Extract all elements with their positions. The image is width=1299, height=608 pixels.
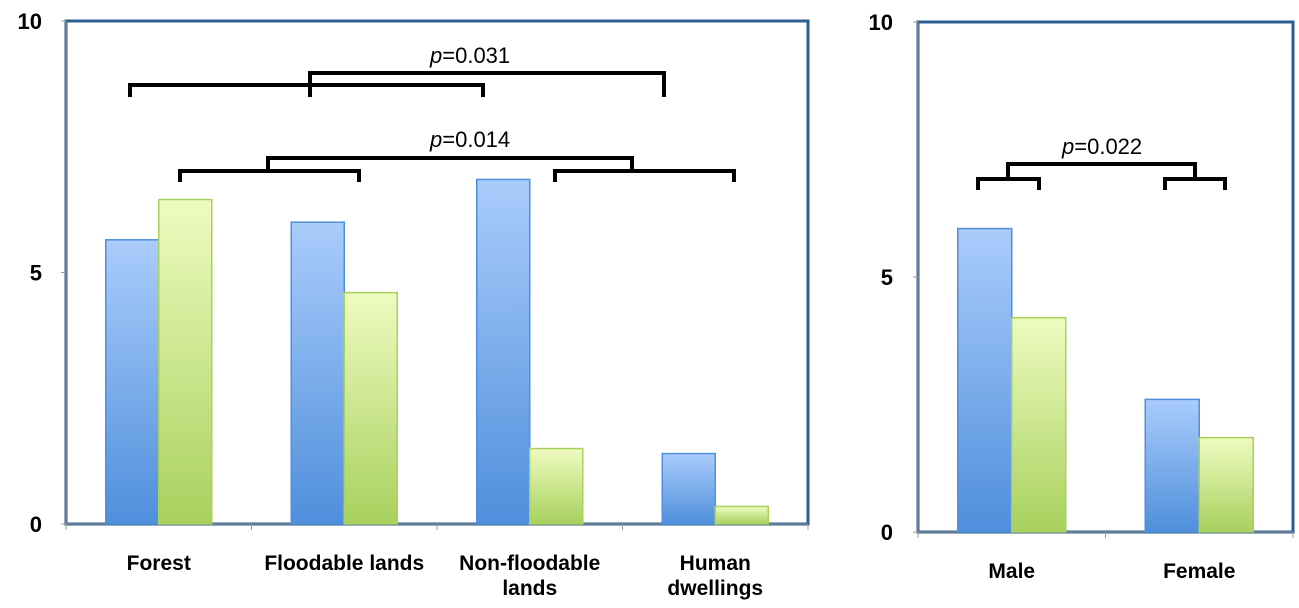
y-tick-label: 10: [869, 10, 893, 35]
significance-bracket-p022: [976, 162, 1227, 190]
chart-panel-habitat: 0 5 10 Forest Floodable lands Non-floodable l…: [18, 9, 810, 600]
p-symbol: p: [1061, 134, 1074, 159]
x-category-label: Male: [988, 560, 1035, 583]
y-tick-label: 5: [881, 265, 893, 290]
bar-series2-cat4: [714, 505, 769, 525]
bar-series2-cat1: [1011, 317, 1067, 533]
y-tick-label: 10: [18, 9, 42, 34]
significance-bracket-p014: [178, 156, 736, 182]
chart-panel-sex: 0 5 10 Male Female p=0.022: [869, 10, 1295, 583]
x-category-label: Female: [1163, 560, 1235, 583]
p-value-label-0031: p=0.031: [429, 43, 510, 68]
x-category-label: Floodable lands: [264, 552, 424, 575]
y-tick-label: 0: [30, 512, 42, 537]
bar-series1-cat1: [105, 239, 160, 525]
p-value: =0.022: [1074, 134, 1142, 159]
p-symbol: p: [429, 43, 442, 68]
bar-series1-cat2: [290, 221, 345, 525]
x-category-label: Non-floodable lands: [459, 552, 600, 600]
bar-series1-cat2: [1144, 398, 1200, 533]
y-tick-label: 5: [30, 261, 42, 286]
bar-series1-cat4: [661, 452, 716, 525]
bar-series2-cat3: [529, 447, 584, 525]
bar-series1-cat1: [957, 227, 1013, 533]
bar-series2-cat1: [158, 198, 213, 525]
bar-series1-cat3: [476, 178, 531, 525]
y-tick-label: 0: [881, 520, 893, 545]
p-value: =0.031: [442, 43, 510, 68]
p-value-label-0014: p=0.014: [429, 127, 510, 152]
significance-bracket-p031: [128, 71, 666, 97]
bar-series2-cat2: [343, 291, 398, 525]
p-value: =0.014: [442, 127, 510, 152]
x-category-label: Forest: [127, 552, 191, 575]
p-symbol: p: [429, 127, 442, 152]
p-value-label-0022: p=0.022: [1061, 134, 1142, 159]
bar-series2-cat2: [1198, 436, 1254, 533]
x-category-label: Human dwellings: [667, 552, 763, 600]
